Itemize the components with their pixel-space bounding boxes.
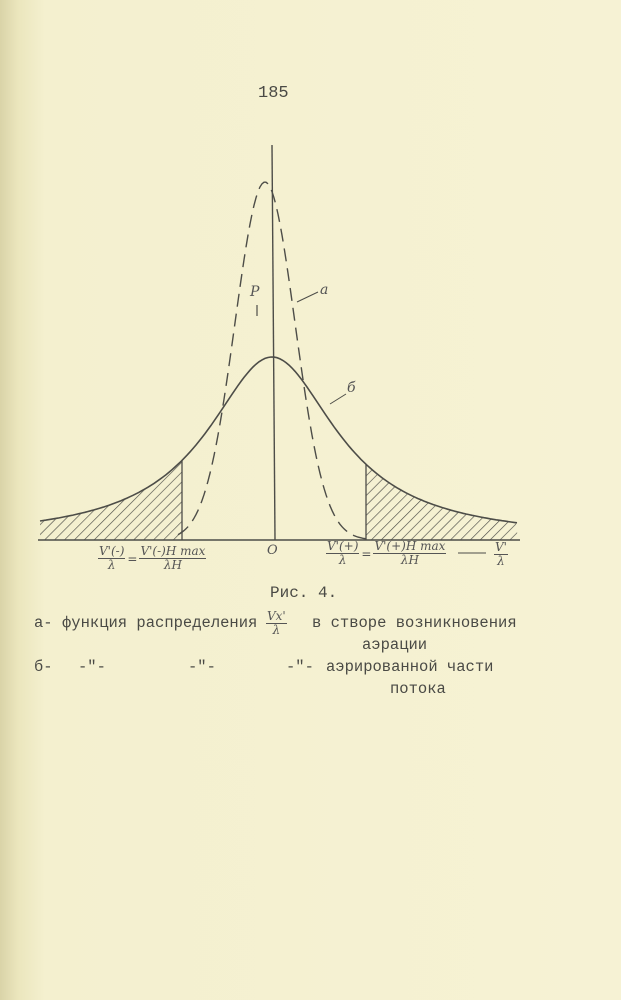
denominator: λ [497,554,505,568]
page-number: 185 [258,84,289,103]
curve-b-leader [329,393,347,405]
axis-label: V' λ [494,540,508,568]
legend-a-key: a- [34,614,53,632]
legend-b-tail: аэрированной части [326,658,494,676]
equals: = [127,551,138,566]
legend-a-tail: в створе возникновения [312,614,517,632]
numerator: V'(+) [326,539,360,554]
denominator: λ [272,623,281,637]
right-bound-label: V'(+) λ = V'(+)H max λH [326,539,447,567]
numerator: Vx' [266,609,287,624]
denominator: λH [400,553,419,567]
numerator: V'(+)H max [373,539,447,554]
legend-a-text: функция распределения [62,614,258,632]
curve-b-label: б [347,380,356,396]
legend-a-variable: Vx' λ [266,610,287,637]
equals: = [361,546,372,561]
figure-caption: Рис. 4. [270,584,338,602]
ditto-mark: -"- [78,658,106,676]
legend-a-continued: аэрации [362,636,428,654]
denominator: λH [163,558,182,572]
curve-b-solid [39,356,518,524]
y-axis [271,144,276,541]
denominator: λ [107,558,116,572]
legend-b-continued: потока [390,680,446,698]
numerator: V'(-)H max [139,544,207,559]
legend-b-key: б- [34,658,53,676]
curve-a-leader [296,291,319,303]
ditto-mark: -"- [188,658,216,676]
numerator: V'(-) [98,544,126,559]
numerator: V' [494,540,508,555]
left-bound-label: V'(-) λ = V'(-)H max λH [98,544,207,572]
peak-label: P [250,284,260,300]
curve-a-dashed [177,181,369,540]
ditto-mark: -"- [286,658,314,676]
left-hatched-region [40,460,182,540]
right-hatched-region [366,464,518,540]
denominator: λ [338,553,347,567]
origin-label: O [267,543,278,558]
curve-a-label: a [320,282,329,298]
